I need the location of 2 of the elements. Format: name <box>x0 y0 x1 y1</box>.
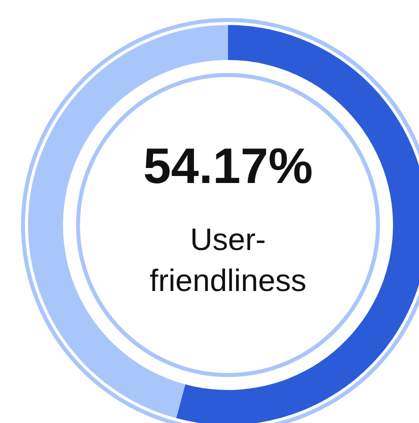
slice-label: User-friendliness <box>150 222 306 298</box>
data-label: 54.17% <box>143 138 313 194</box>
